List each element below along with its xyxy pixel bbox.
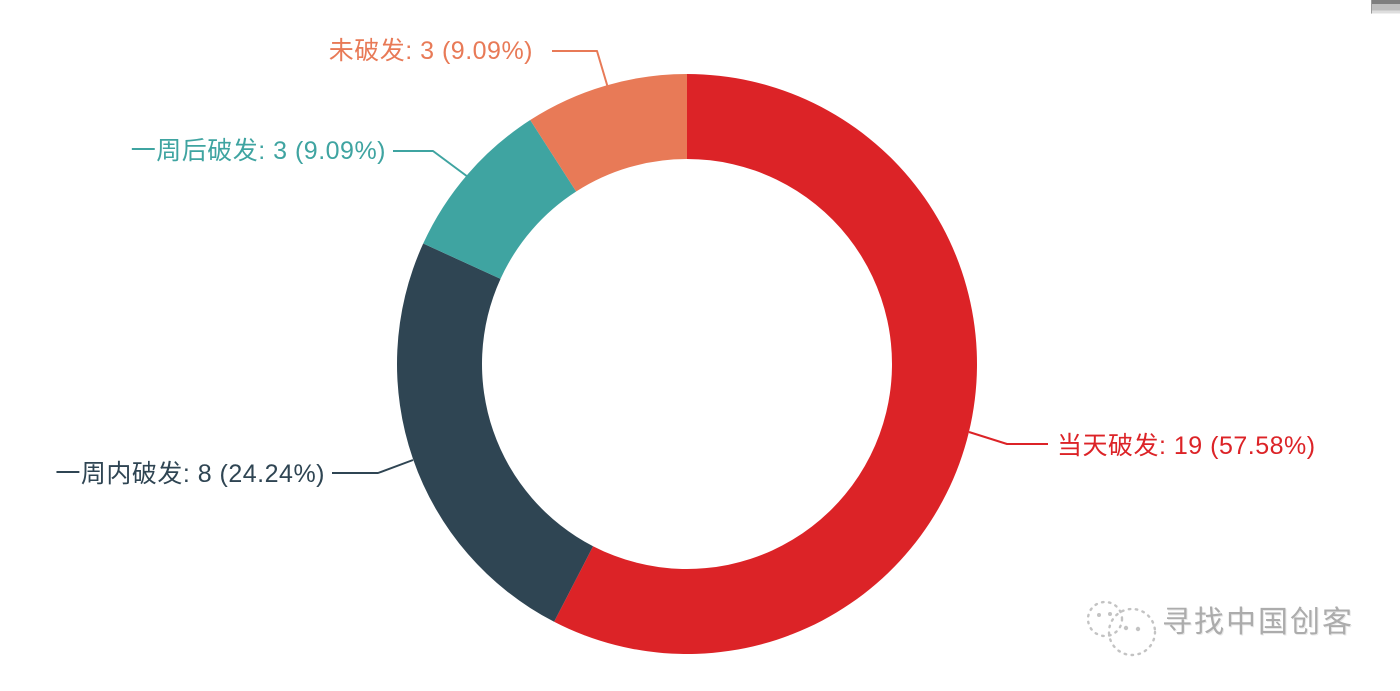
callout-label-not-broken[interactable]: 未破发: 3 (9.09%) (328, 37, 533, 65)
leader-line-broke-after-week (393, 150, 469, 178)
leader-line-broke-within-week (332, 459, 414, 474)
callout-label-broke-within-week[interactable]: 一周内破发: 8 (24.24%) (55, 460, 325, 488)
donut-slice-1[interactable] (397, 243, 594, 622)
leader-line-not-broken (552, 50, 609, 89)
watermark-text: 寻找中国创客 (1162, 606, 1354, 639)
dotted-chat-bubbles-logo-icon (1086, 600, 1157, 657)
donut-slice-2[interactable] (423, 120, 577, 279)
watermark: 寻找中国创客 (1082, 594, 1382, 666)
callout-label-broke-same-day[interactable]: 当天破发: 19 (57.58%) (1057, 432, 1316, 460)
donut-slice-0[interactable] (554, 74, 977, 654)
donut-slice-3[interactable] (530, 74, 687, 192)
leader-line-broke-same-day (968, 431, 1048, 445)
callout-label-broke-after-week[interactable]: 一周后破发: 3 (9.09%) (130, 137, 386, 165)
corner-widget[interactable] (1371, 0, 1400, 14)
